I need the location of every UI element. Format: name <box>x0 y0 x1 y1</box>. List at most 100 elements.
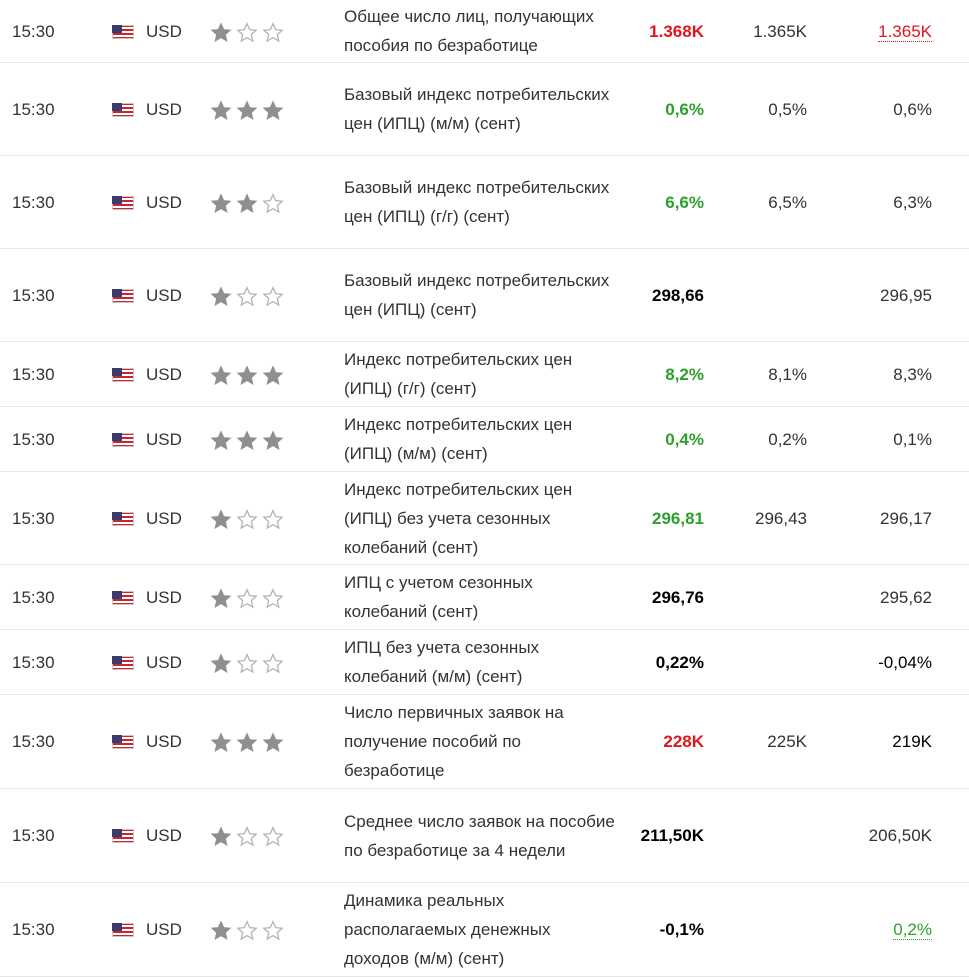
event-time: 15:30 <box>0 471 112 565</box>
importance-stars <box>210 0 344 63</box>
event-title[interactable]: ИПЦ без учета сезонных колебаний (м/м) (… <box>344 629 627 695</box>
currency-label: USD <box>146 652 182 672</box>
table-row[interactable]: 15:30 USD Число первичных заявок на получе… <box>0 694 969 789</box>
event-title[interactable]: Базовый индекс потребительских цен (ИПЦ)… <box>344 155 627 249</box>
event-link[interactable]: Индекс потребительских цен (ИПЦ) (м/м) (… <box>344 415 573 463</box>
table-row[interactable]: 15:30 USD Общее число лиц, получающих посо… <box>0 0 969 63</box>
table-row[interactable]: 15:30 USD Среднее число заявок на пособие … <box>0 788 969 883</box>
us-flag-icon <box>112 735 134 749</box>
forecast-value <box>704 788 807 883</box>
event-link[interactable]: Базовый индекс потребительских цен (ИПЦ)… <box>344 271 610 319</box>
star-outline-icon <box>262 826 284 847</box>
event-link[interactable]: ИПЦ с учетом сезонных колебаний (сент) <box>344 573 533 621</box>
actual-value: 296,76 <box>627 564 704 630</box>
event-link[interactable]: Общее число лиц, получающих пособия по б… <box>344 7 594 55</box>
actual-value: 211,50K <box>627 788 704 883</box>
event-currency: USD <box>112 341 210 407</box>
table-row[interactable]: 15:30 USD Базовый индекс потребительских ц… <box>0 62 969 156</box>
us-flag-icon <box>112 432 134 447</box>
star-filled-icon <box>210 364 232 385</box>
currency-label: USD <box>146 99 182 119</box>
actual-value: 8,2% <box>627 341 704 407</box>
importance-stars <box>210 155 344 249</box>
event-link[interactable]: Базовый индекс потребительских цен (ИПЦ)… <box>344 85 610 133</box>
event-title[interactable]: Индекс потребительских цен (ИПЦ) (г/г) (… <box>344 341 627 407</box>
event-time: 15:30 <box>0 629 112 695</box>
star-filled-icon <box>262 732 284 753</box>
event-link[interactable]: Среднее число заявок на пособие по безра… <box>344 811 615 860</box>
actual-value: 228K <box>627 694 704 789</box>
table-row[interactable]: 15:30 USD ИПЦ с учетом сезонных колебаний … <box>0 564 969 630</box>
event-title[interactable]: Среднее число заявок на пособие по безра… <box>344 788 627 883</box>
importance-stars <box>210 694 344 789</box>
star-outline-icon <box>262 21 284 42</box>
us-flag-icon <box>112 367 134 382</box>
previous-value: 0,1% <box>807 406 969 472</box>
us-flag-icon <box>112 288 134 303</box>
actual-value: 0,22% <box>627 629 704 695</box>
star-filled-icon <box>210 285 232 306</box>
table-row[interactable]: 15:30 USD Индекс потребительских цен (ИПЦ)… <box>0 471 969 565</box>
table-row[interactable]: 15:30 USD Базовый индекс потребительских ц… <box>0 248 969 342</box>
event-title[interactable]: Базовый индекс потребительских цен (ИПЦ)… <box>344 248 627 342</box>
table-row[interactable]: 15:30 USD Индекс потребительских цен (ИПЦ)… <box>0 341 969 407</box>
actual-value: 6,6% <box>627 155 704 249</box>
previous-value: 1.365K <box>807 0 969 63</box>
forecast-value: 296,43 <box>704 471 807 565</box>
importance-stars <box>210 564 344 630</box>
event-currency: USD <box>112 882 210 977</box>
event-title[interactable]: Общее число лиц, получающих пособия по б… <box>344 0 627 63</box>
event-link[interactable]: ИПЦ без учета сезонных колебаний (м/м) (… <box>344 638 540 686</box>
event-time: 15:30 <box>0 62 112 156</box>
star-outline-icon <box>236 21 258 42</box>
table-row[interactable]: 15:30 USD Базовый индекс потребительских ц… <box>0 155 969 249</box>
previous-value: 219K <box>807 694 969 789</box>
table-row[interactable]: 15:30 USD Динамика реальных располагаемых … <box>0 882 969 977</box>
star-outline-icon <box>236 920 258 941</box>
event-link[interactable]: Индекс потребительских цен (ИПЦ) (г/г) (… <box>344 350 573 398</box>
importance-stars <box>210 788 344 883</box>
star-outline-icon <box>262 285 284 306</box>
event-link[interactable]: Число первичных заявок на получение посо… <box>344 703 564 780</box>
event-title[interactable]: Динамика реальных располагаемых денежных… <box>344 882 627 977</box>
us-flag-icon <box>112 655 134 670</box>
star-filled-icon <box>210 21 232 42</box>
importance-stars <box>210 341 344 407</box>
us-flag-icon <box>112 829 134 843</box>
previous-value: 6,3% <box>807 155 969 249</box>
actual-value: 0,6% <box>627 62 704 156</box>
table-row[interactable]: 15:30 USD Индекс потребительских цен (ИПЦ)… <box>0 406 969 472</box>
table-row[interactable]: 15:30 USD ИПЦ без учета сезонных колебаний… <box>0 629 969 695</box>
event-time: 15:30 <box>0 341 112 407</box>
star-outline-icon <box>236 285 258 306</box>
star-outline-icon <box>236 587 258 608</box>
event-link[interactable]: Базовый индекс потребительских цен (ИПЦ)… <box>344 178 610 226</box>
previous-value: -0,04% <box>807 629 969 695</box>
actual-value: 296,81 <box>627 471 704 565</box>
event-currency: USD <box>112 406 210 472</box>
event-currency: USD <box>112 155 210 249</box>
previous-value: 0,2% <box>807 882 969 977</box>
previous-value: 295,62 <box>807 564 969 630</box>
event-title[interactable]: Индекс потребительских цен (ИПЦ) (м/м) (… <box>344 406 627 472</box>
star-filled-icon <box>210 826 232 847</box>
star-filled-icon <box>236 732 258 753</box>
star-filled-icon <box>210 429 232 450</box>
forecast-value: 0,2% <box>704 406 807 472</box>
event-title[interactable]: ИПЦ с учетом сезонных колебаний (сент) <box>344 564 627 630</box>
forecast-value <box>704 248 807 342</box>
star-outline-icon <box>262 508 284 529</box>
event-time: 15:30 <box>0 882 112 977</box>
event-link[interactable]: Динамика реальных располагаемых денежных… <box>344 891 551 968</box>
event-currency: USD <box>112 629 210 695</box>
star-filled-icon <box>210 99 232 120</box>
event-link[interactable]: Индекс потребительских цен (ИПЦ) без уче… <box>344 479 573 557</box>
event-title[interactable]: Базовый индекс потребительских цен (ИПЦ)… <box>344 62 627 156</box>
forecast-value: 225K <box>704 694 807 789</box>
event-title[interactable]: Число первичных заявок на получение посо… <box>344 694 627 789</box>
event-currency: USD <box>112 248 210 342</box>
previous-value: 296,95 <box>807 248 969 342</box>
star-filled-icon <box>262 429 284 450</box>
event-title[interactable]: Индекс потребительских цен (ИПЦ) без уче… <box>344 471 627 565</box>
